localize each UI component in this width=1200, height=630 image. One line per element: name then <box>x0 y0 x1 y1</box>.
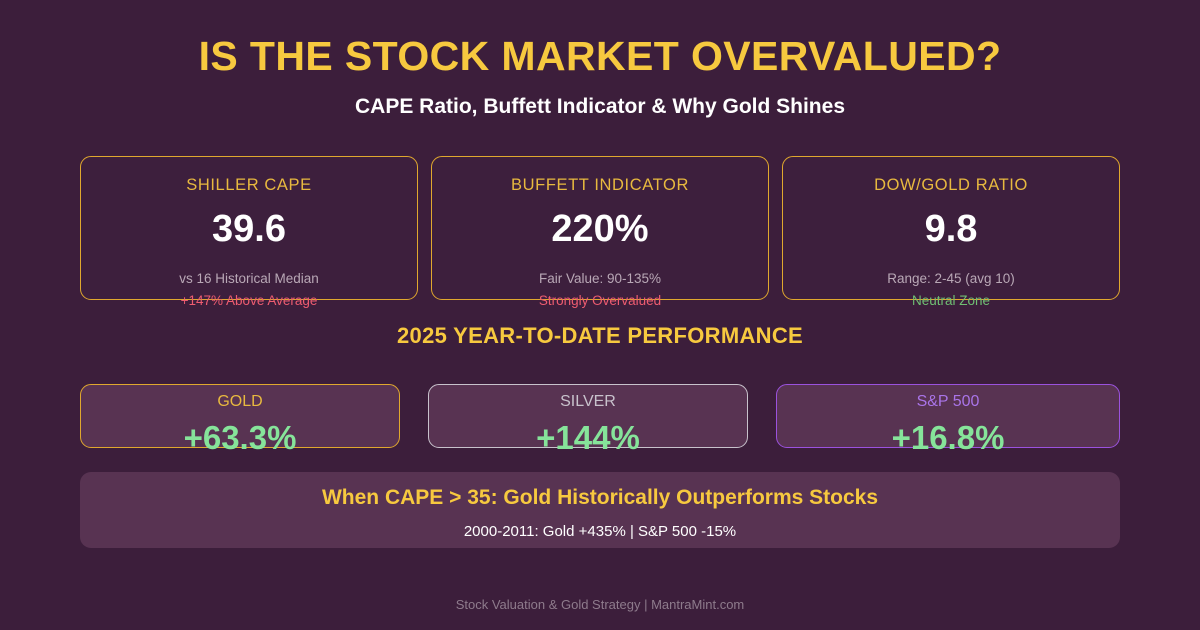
metric-value: 220% <box>551 207 649 250</box>
metric-value: 39.6 <box>212 207 286 250</box>
insight-banner: When CAPE > 35: Gold Historically Outper… <box>80 472 1120 548</box>
performance-value: +16.8% <box>891 419 1005 456</box>
footer-attribution: Stock Valuation & Gold Strategy | Mantra… <box>455 597 745 612</box>
metric-card-buffett-indicator: BUFFETT INDICATOR 220% Fair Value: 90-13… <box>431 156 769 307</box>
performance-value: +144% <box>536 419 640 456</box>
metric-sublabel: Fair Value: 90-135% <box>538 270 662 286</box>
performance-card-silver: SILVER +144% <box>428 384 748 454</box>
metric-label: DOW/GOLD RATIO <box>874 176 1028 194</box>
status-badge: +147% Above Average <box>180 293 318 308</box>
performance-card-gold: GOLD +63.3% <box>80 384 400 454</box>
status-badge: Strongly Overvalued <box>538 293 662 308</box>
status-badge: Neutral Zone <box>911 293 991 308</box>
performance-section-heading: 2025 YEAR-TO-DATE PERFORMANCE <box>397 323 803 348</box>
performance-label: GOLD <box>217 393 263 410</box>
metric-label: BUFFETT INDICATOR <box>511 176 689 194</box>
metric-sublabel: vs 16 Historical Median <box>179 270 319 286</box>
metric-card-dow-gold-ratio: DOW/GOLD RATIO 9.8 Range: 2-45 (avg 10) … <box>782 156 1120 307</box>
performance-row: GOLD +63.3% SILVER +144% S&P 500 +16.8% <box>80 384 1120 454</box>
performance-card-sp500: S&P 500 +16.8% <box>776 384 1120 454</box>
insight-banner-subtitle: 2000-2011: Gold +435% | S&P 500 -15% <box>463 523 737 540</box>
metric-card-shiller-cape: SHILLER CAPE 39.6 vs 16 Historical Media… <box>80 156 418 307</box>
performance-label: S&P 500 <box>916 393 980 410</box>
performance-label: SILVER <box>560 393 616 410</box>
header: IS THE STOCK MARKET OVERVALUED? CAPE Rat… <box>0 0 1200 118</box>
page-subtitle: CAPE Ratio, Buffett Indicator & Why Gold… <box>354 95 845 118</box>
metric-label: SHILLER CAPE <box>186 176 312 194</box>
metric-sublabel: Range: 2-45 (avg 10) <box>887 270 1015 286</box>
page-title: IS THE STOCK MARKET OVERVALUED? <box>198 33 1002 79</box>
insight-banner-title: When CAPE > 35: Gold Historically Outper… <box>321 486 879 509</box>
performance-value: +63.3% <box>183 419 297 456</box>
metric-value: 9.8 <box>924 207 978 250</box>
valuation-metrics-row: SHILLER CAPE 39.6 vs 16 Historical Media… <box>80 156 1120 307</box>
